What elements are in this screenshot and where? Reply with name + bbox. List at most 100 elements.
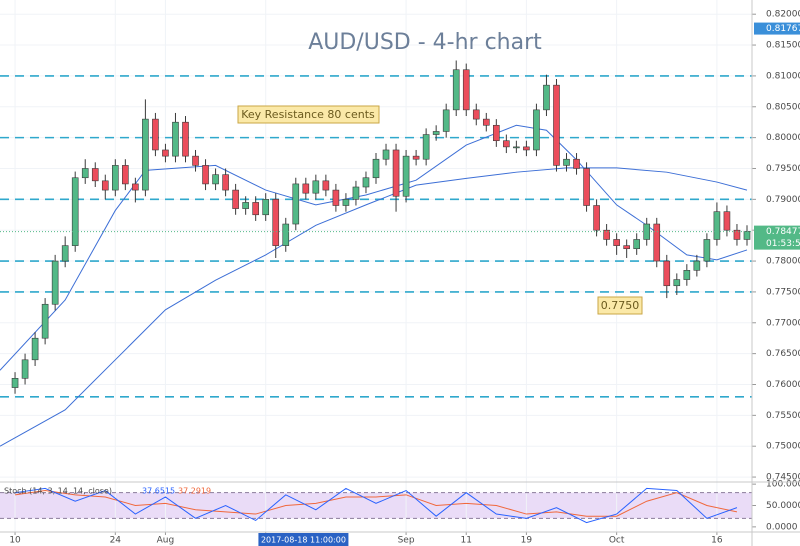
candle-body [432,131,440,135]
y-tick-label: 0.82000 [766,10,800,20]
candle-body [472,109,480,120]
stoch-line [14,487,738,524]
candle-body [683,270,691,280]
plot-layer [0,60,752,524]
candle-body [252,202,259,216]
crosshair-label: 2017-08-18 11:00:00 [261,536,346,545]
stoch-readout: 37.6515 [142,487,175,496]
candle-body [503,140,510,148]
candle-body [593,205,600,231]
y-tick-label: 0.79000 [766,195,800,205]
marker-price-box [754,22,800,35]
candle-body [192,155,199,166]
candle-body [482,118,490,126]
candle-body [282,223,290,246]
candle-body [122,165,129,185]
x-tick-label: 10 [9,536,21,546]
candle-body [733,229,741,240]
candle-body [111,165,119,191]
candle-body [21,359,29,379]
candle-body [152,118,159,151]
annotation-box [597,296,643,315]
candle-body [132,183,139,191]
stoch-y-tick-label: 0.0000 [766,522,798,532]
last-price-box [754,225,800,250]
candle-body [533,109,540,151]
stoch-y-tick-label: 50.0000 [766,501,800,511]
candle-body [11,378,19,388]
candle-body [603,229,610,240]
candle-body [322,180,330,191]
candle-body [232,189,239,209]
candle-body [272,199,280,246]
chart-title: AUD/USD - 4-hr chart [308,30,542,55]
candle-body [493,124,500,142]
x-tick-label: 16 [711,536,723,546]
candle-body [713,211,721,240]
candle-body [623,245,630,250]
last-price-label: 0.78477 [766,227,800,237]
candle-body [392,149,400,197]
candle-body [242,202,249,209]
annotation-box [237,105,380,124]
y-tick-label: 0.76500 [766,349,800,359]
candle-body [583,168,590,206]
x-tick-label: 11 [461,536,472,546]
candle-body [693,260,701,271]
x-tick-label: Sep [398,536,415,546]
candle-body [563,158,570,166]
x-tick-label: Aug [157,536,175,546]
y-tick-label: 0.81000 [766,71,800,81]
moving-average [0,167,748,447]
candle-body [402,155,410,197]
candle-body [101,180,109,191]
candle-body [81,168,89,179]
x-tick-label: 24 [110,536,122,546]
y-tick-label: 0.76000 [766,380,800,390]
candle-body [653,223,661,262]
candle-body [573,158,580,169]
candle-body [222,174,229,191]
candle-body [613,239,620,246]
candle-body [172,121,179,157]
y-tick-label: 0.79500 [766,164,800,174]
candle-body [442,109,450,132]
y-tick-label: 0.75500 [766,411,800,421]
candle-body [332,189,340,206]
candle-body [51,260,59,305]
y-tick-label: 0.77500 [766,287,800,297]
y-tick-label: 0.80000 [766,133,800,143]
candle-body [553,84,560,166]
annotation: 0.7750 [601,299,640,312]
candle-body [633,239,641,250]
candle-body [61,245,69,262]
y-tick-label: 0.78000 [766,257,800,267]
candle-body [182,121,189,157]
candle-body [342,199,350,206]
candle-body [162,149,169,157]
candle-body [91,168,99,182]
candle-body [723,211,731,231]
annotation: Key Resistance 80 cents [241,108,375,121]
candle-body [743,231,751,240]
candle-body [703,239,711,262]
candle-body [382,149,390,160]
candle-body [673,279,681,287]
candle-body [543,84,550,111]
candle-body [513,146,520,149]
moving-average [0,124,748,371]
candle-body [372,158,380,179]
x-tick-label: 19 [521,536,533,546]
candle-body [643,223,651,240]
y-tick-label: 0.81500 [766,41,800,51]
stoch-y-tick-label: 100.0000 [766,480,800,490]
candle-body [31,337,39,361]
candle-body [142,118,149,191]
candle-body [262,199,270,216]
stoch-readout: 37.2919 [178,487,211,496]
y-tick-label: 0.77000 [766,318,800,328]
candle-body [422,134,430,160]
candle-body [312,180,320,194]
